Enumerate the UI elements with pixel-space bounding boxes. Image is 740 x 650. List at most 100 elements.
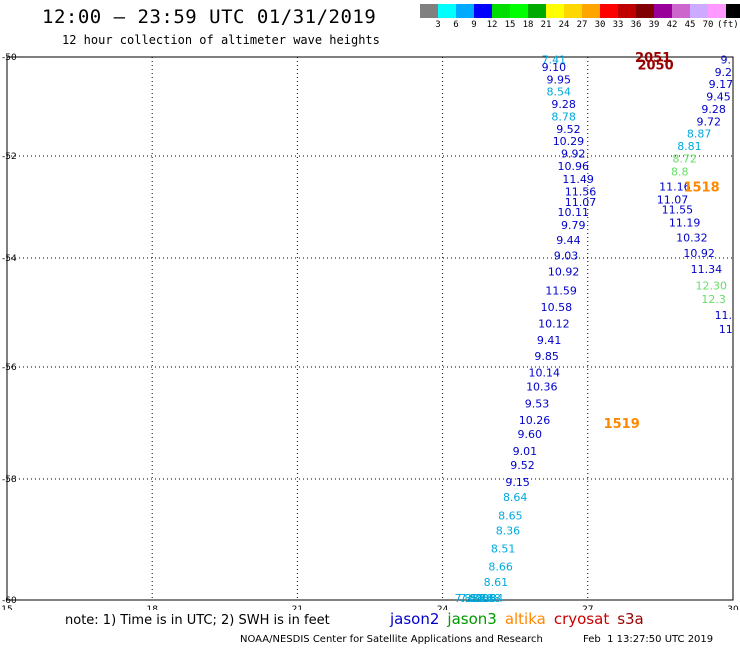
wave-height-point: 8.54: [547, 86, 572, 99]
wave-height-point: 8.64: [479, 592, 504, 605]
color-swatch: [492, 4, 510, 18]
color-swatch: [564, 4, 582, 18]
color-swatch: [600, 4, 618, 18]
wave-height-point: 10.92: [548, 266, 580, 279]
wave-height-point: 10.96: [558, 160, 590, 173]
color-swatch: [510, 4, 528, 18]
wave-height-point: 10.12: [538, 317, 570, 330]
wave-height-plot: 15 18 21 24 27 30-50-52-54-56-58-607.419.109.…: [1, 51, 739, 610]
wave-height-point: 9.28: [701, 103, 726, 116]
wave-height-point: 11.34: [691, 263, 723, 276]
y-tick-label: -58: [2, 475, 17, 485]
wave-height-point: 11.49: [562, 173, 594, 186]
page-subtitle: 12 hour collection of altimeter wave hei…: [62, 33, 380, 47]
x-tick-label: 24: [437, 605, 449, 610]
color-swatch: [582, 4, 600, 18]
color-scale-label: 27: [576, 20, 588, 30]
x-tick-label: 30: [727, 605, 739, 610]
wave-height-point: 8.88: [471, 592, 496, 605]
legend-entry-jason2: jason2: [390, 610, 440, 628]
x-tick-label: 27: [582, 605, 593, 610]
wave-height-point: 9.53: [525, 397, 550, 410]
wave-height-point: 8.66: [488, 561, 513, 574]
color-scale-label: 6: [453, 20, 459, 30]
wave-height-point: 10.14: [528, 367, 560, 380]
color-swatch: [708, 4, 726, 18]
wave-height-point: 9.01: [513, 445, 538, 458]
wave-height-point: 8.78: [551, 110, 576, 123]
wave-height-point: 9.60: [517, 428, 542, 441]
color-scale-label: 21: [540, 20, 552, 30]
color-swatch: [636, 4, 654, 18]
color-swatch: [420, 4, 438, 18]
wave-height-point: 8.61: [484, 576, 509, 589]
color-scale-label: 9: [471, 20, 477, 30]
wave-height-point: 8.87: [687, 128, 712, 141]
wave-height-point: 9.28: [551, 98, 576, 111]
color-scale-label: 42: [666, 20, 678, 30]
color-swatch: [438, 4, 456, 18]
wave-height-point: 9.: [720, 53, 731, 66]
wave-height-point: 11.: [715, 309, 733, 322]
wave-height-point: 9.92: [561, 148, 586, 161]
color-swatch: [654, 4, 672, 18]
legend: jason2 jason3 altika cryosat s3a: [390, 610, 652, 628]
color-scale-label: 15: [504, 20, 516, 30]
wave-height-point: 7.41: [542, 53, 567, 66]
wave-height-point: 11.19: [669, 216, 701, 229]
wave-height-point: 11.07: [657, 193, 689, 206]
wave-height-point: 9.41: [537, 334, 562, 347]
wave-height-point: 9.72: [697, 115, 722, 128]
y-tick-label: -60: [2, 596, 17, 606]
wave-height-point: 8.36: [496, 524, 521, 537]
color-swatch: [456, 4, 474, 18]
color-swatch: [690, 4, 708, 18]
wave-height-point: 9.10: [542, 61, 567, 74]
wave-height-point: 11.16: [659, 181, 691, 194]
wave-height-point: 12.30: [695, 279, 727, 292]
wave-height-point: 11.55: [662, 204, 694, 217]
wave-height-point: 10.29: [553, 135, 585, 148]
color-scale: 3 6 9 12 15 18 21 24 27 30 33 36 39 42 45 70 (ft): [420, 4, 740, 30]
wave-height-point: 10.92: [683, 247, 715, 260]
wave-height-point: 8.48: [476, 592, 501, 605]
wave-height-point: 7.51: [459, 592, 484, 605]
wave-height-point: 8.8: [671, 165, 689, 178]
pass-number-label: 2050: [637, 58, 673, 73]
color-scale-labels: 3 6 9 12 15 18 21 24 27 30 33 36 39 42 45 70 (ft): [420, 20, 740, 30]
note-text: note: 1) Time is in UTC; 2) SWH is in fe…: [65, 613, 330, 628]
color-scale-label: 24: [558, 20, 570, 30]
wave-height-point: 10.26: [519, 414, 551, 427]
wave-height-point: 9.03: [554, 249, 579, 262]
color-scale-label: 12: [486, 20, 498, 30]
color-swatch: [546, 4, 564, 18]
color-swatch: [474, 4, 492, 18]
color-scale-label: 36: [630, 20, 642, 30]
legend-entry-jason3: jason3: [447, 610, 497, 628]
y-tick-label: -54: [2, 254, 17, 264]
pass-number-label: 2051: [635, 51, 671, 66]
wave-height-point: 11.59: [545, 285, 577, 298]
wave-height-point: 9.95: [547, 73, 572, 86]
wave-height-point: 7.23: [455, 592, 480, 605]
wave-height-point: 9.85: [534, 350, 559, 363]
pass-number-label: 1519: [604, 417, 640, 432]
color-swatch: [672, 4, 690, 18]
wave-height-point: 10.58: [541, 301, 573, 314]
wave-height-point: 10.11: [558, 206, 590, 219]
plot-frame: [6, 56, 734, 601]
wave-height-point: 8.81: [677, 140, 702, 153]
x-tick-label: 18: [146, 605, 158, 610]
y-tick-label: -52: [2, 152, 17, 162]
color-scale-label: (ft): [717, 20, 739, 30]
color-scale-label: 39: [648, 20, 660, 30]
timestamp-text: Feb 1 13:27:50 UTC 2019: [583, 634, 714, 645]
wave-height-point: 9.15: [505, 476, 530, 489]
wave-height-point: 10.36: [526, 381, 558, 394]
wave-height-point: 9.79: [561, 219, 586, 232]
color-swatch: [528, 4, 546, 18]
color-scale-swatches: [420, 4, 740, 18]
wave-height-point: 9.44: [556, 234, 581, 247]
wave-height-point: 9.52: [510, 459, 535, 472]
wave-height-point: 8.28: [469, 592, 494, 605]
